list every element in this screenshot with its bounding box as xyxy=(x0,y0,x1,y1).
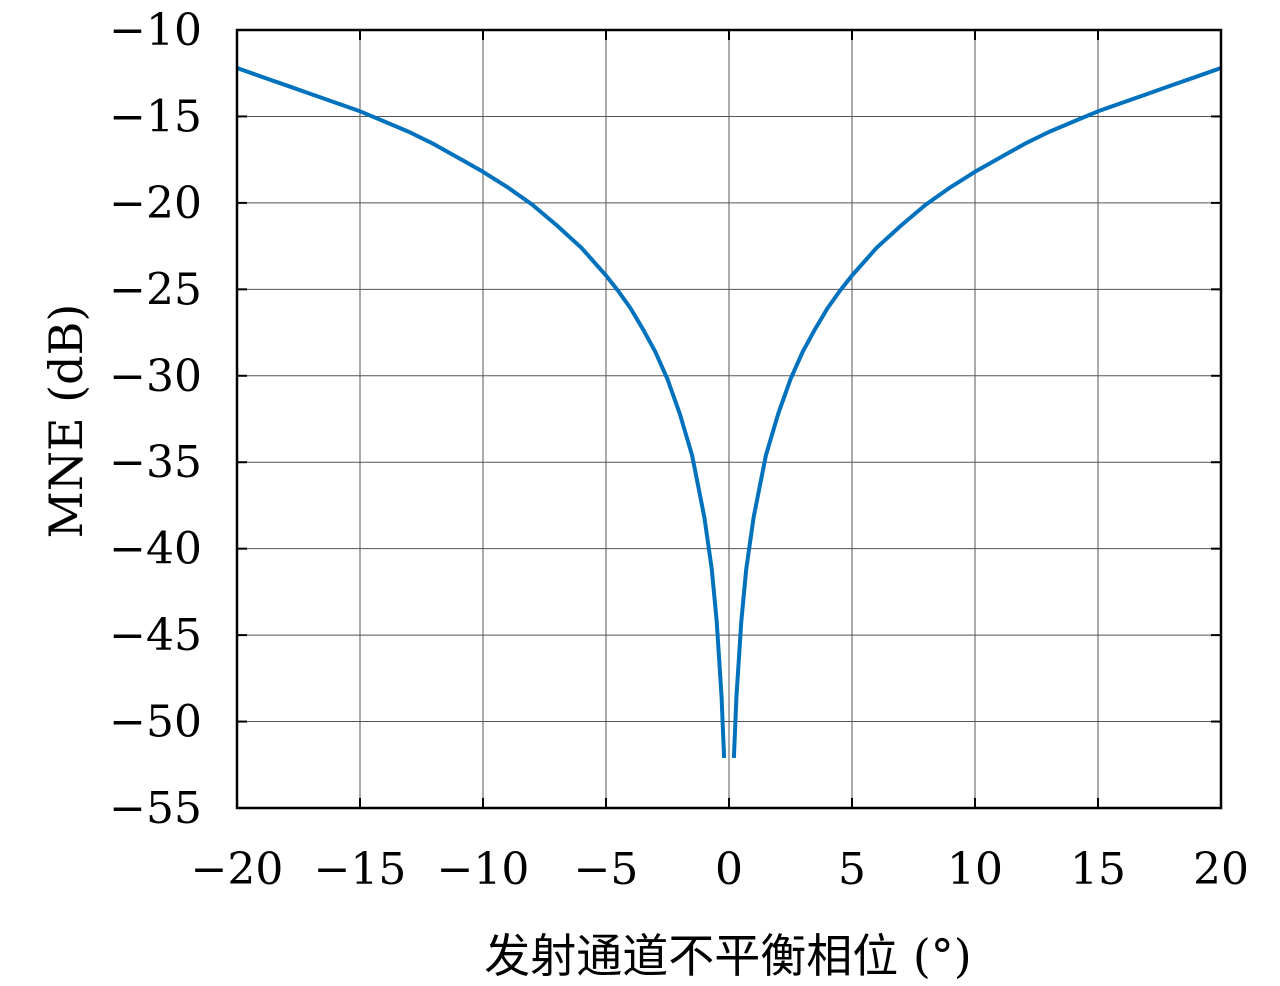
series-line-left xyxy=(236,66,727,758)
series-lines xyxy=(236,66,1222,758)
x-tick-label: −20 xyxy=(191,844,284,895)
y-axis-title: MNE (dB) xyxy=(39,304,93,539)
y-tick-label: −35 xyxy=(109,437,202,488)
y-tick-label: −50 xyxy=(109,697,202,748)
x-axis-title: 发射通道不平衡相位 (°) xyxy=(484,929,972,983)
x-tick-label: 0 xyxy=(715,844,743,895)
x-tick-label: −15 xyxy=(314,844,407,895)
y-tick-labels: −10 −15 −20 −25 −30 −35 −40 −45 −50 −55 xyxy=(109,5,202,834)
y-tick-label: −25 xyxy=(109,264,202,315)
x-tick-labels: −20 −15 −10 −5 0 5 10 15 20 xyxy=(191,844,1249,895)
plot-frame xyxy=(235,28,1223,810)
y-tick-label: −45 xyxy=(109,610,202,661)
x-tick-label: 5 xyxy=(838,844,866,895)
y-tick-label: −20 xyxy=(109,178,202,229)
y-tick-label: −15 xyxy=(109,91,202,142)
series-line-right xyxy=(731,66,1222,758)
x-tick-label: 15 xyxy=(1070,844,1126,895)
x-tick-label: 10 xyxy=(947,844,1003,895)
grid-lines xyxy=(236,29,1222,809)
y-tick-label: −55 xyxy=(109,783,202,834)
y-tick-label: −10 xyxy=(109,5,202,56)
y-tick-label: −40 xyxy=(109,524,202,575)
x-tick-label: 20 xyxy=(1193,844,1249,895)
x-tick-label: −10 xyxy=(437,844,530,895)
x-tick-label: −5 xyxy=(574,844,639,895)
y-tick-label: −30 xyxy=(109,351,202,402)
